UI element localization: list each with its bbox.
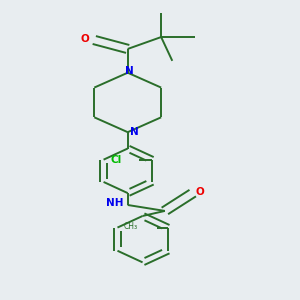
Text: O: O: [81, 34, 89, 44]
Text: O: O: [196, 187, 205, 196]
Text: CH₃: CH₃: [124, 222, 138, 231]
Text: Cl: Cl: [111, 155, 122, 165]
Text: NH: NH: [106, 199, 124, 208]
Text: N: N: [130, 127, 139, 137]
Text: N: N: [125, 66, 134, 76]
